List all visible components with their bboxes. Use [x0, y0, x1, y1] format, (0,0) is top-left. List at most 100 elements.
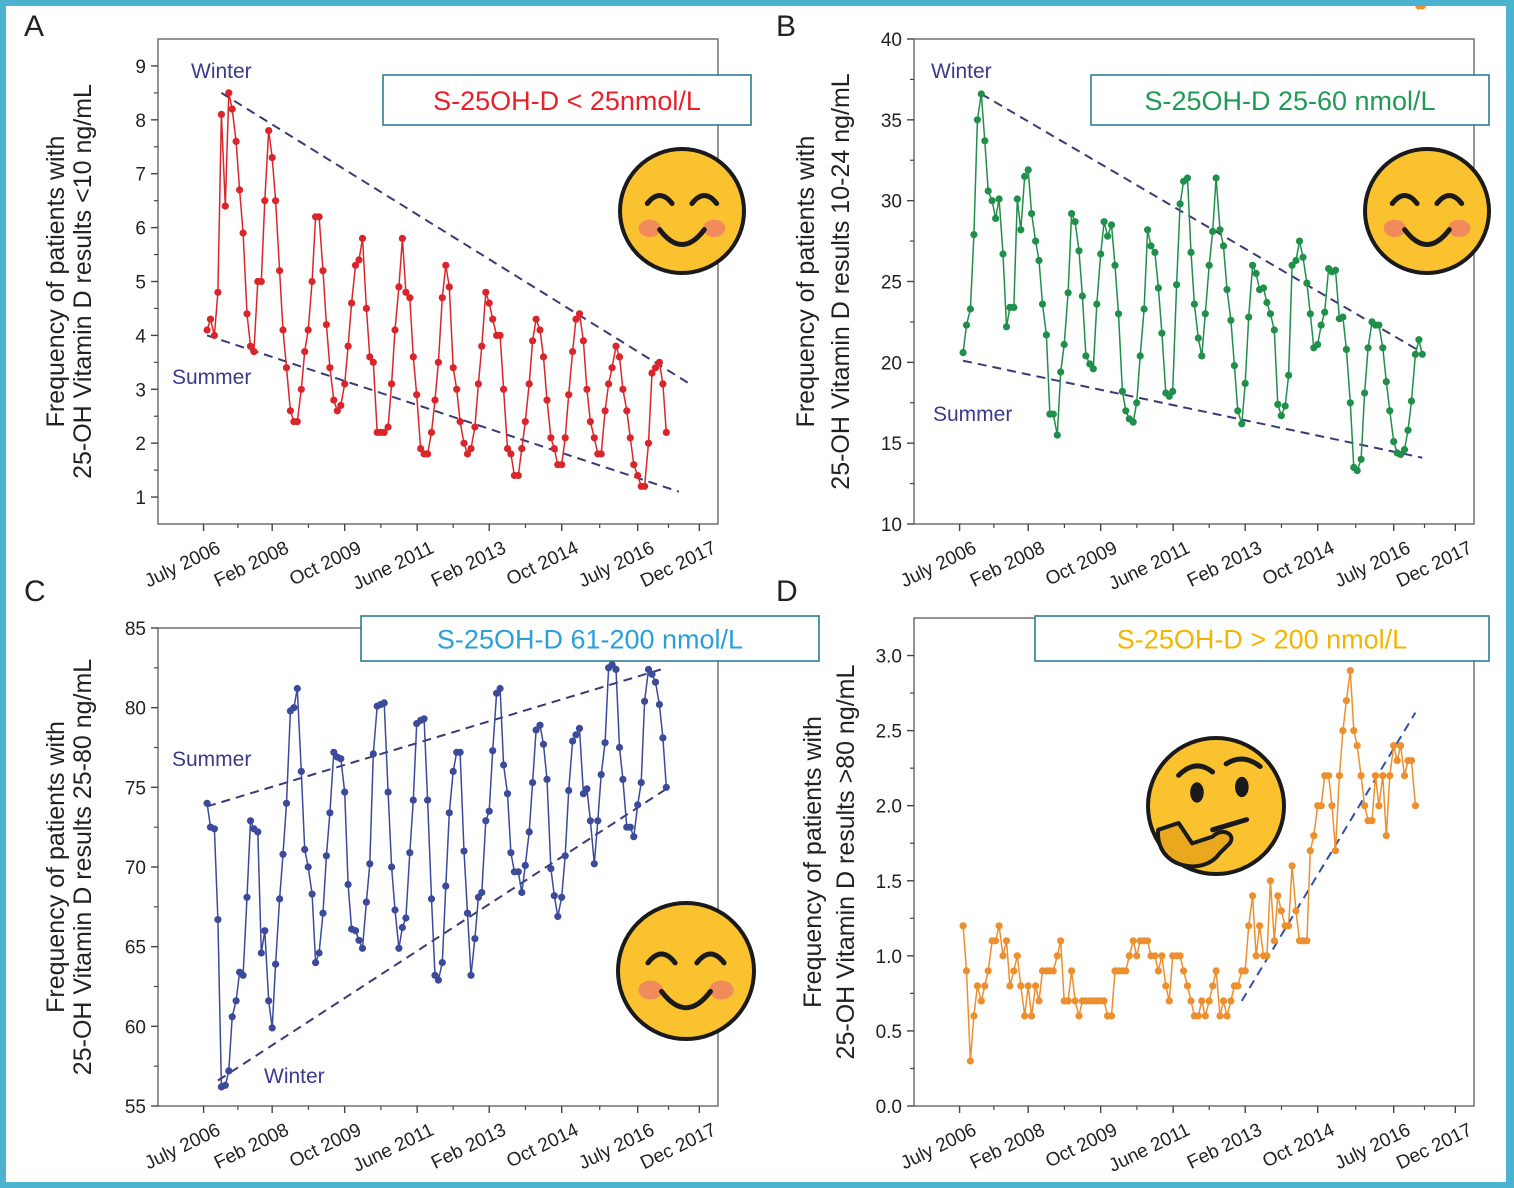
- data-point: [442, 882, 450, 890]
- data-point: [525, 380, 533, 388]
- data-point: [471, 935, 479, 943]
- data-point: [569, 737, 577, 745]
- panel-letter: A: [24, 10, 44, 43]
- data-point: [261, 197, 269, 205]
- cheek-right: [703, 219, 726, 238]
- series-line: [206, 663, 668, 1089]
- data-point: [1071, 997, 1079, 1005]
- data-point: [250, 348, 258, 356]
- data-point: [1173, 281, 1181, 289]
- data-point: [1234, 982, 1242, 990]
- x-tick-label: July 2006: [897, 1120, 979, 1175]
- data-point: [1162, 982, 1170, 990]
- data-point: [1234, 407, 1242, 415]
- data-point: [1100, 218, 1108, 226]
- data-point: [1147, 242, 1155, 250]
- data-point: [1154, 284, 1162, 292]
- data-point: [1075, 247, 1083, 255]
- face-outline: [616, 901, 756, 1041]
- data-point: [1277, 907, 1285, 915]
- data-point: [518, 445, 526, 453]
- data-point: [1013, 952, 1021, 960]
- data-point: [351, 261, 360, 269]
- data-point: [532, 315, 540, 323]
- data-point: [1321, 308, 1329, 316]
- data-point: [569, 348, 577, 356]
- data-point: [463, 909, 472, 917]
- y-tick-label: 8: [135, 111, 146, 132]
- data-point: [1049, 967, 1057, 975]
- data-point: [590, 860, 598, 868]
- data-point: [1400, 446, 1409, 454]
- annotation-top: Winter: [931, 60, 992, 83]
- y-tick-label: 0.0: [876, 1097, 902, 1118]
- data-point: [1295, 237, 1304, 245]
- data-point: [1198, 352, 1206, 360]
- data-point: [1325, 772, 1333, 780]
- data-point: [1346, 667, 1354, 675]
- x-tick-label: July 2006: [141, 1120, 223, 1175]
- data-point: [1241, 967, 1249, 975]
- data-point: [1158, 952, 1166, 960]
- data-point: [1013, 195, 1021, 203]
- data-point: [1223, 286, 1231, 294]
- data-point: [626, 434, 634, 442]
- data-point: [366, 353, 374, 361]
- y-tick-label: 80: [125, 699, 146, 720]
- y-tick-label: 30: [881, 192, 902, 213]
- data-point: [1165, 997, 1173, 1005]
- y-axis-label-line1: Frequency of patients with: [792, 136, 820, 428]
- data-point: [420, 715, 428, 723]
- data-point: [210, 331, 218, 339]
- cheek-right: [1448, 219, 1471, 238]
- data-point: [1418, 350, 1426, 358]
- data-point: [232, 997, 240, 1005]
- data-point: [1353, 742, 1361, 750]
- data-point: [1277, 412, 1285, 420]
- trendline: [220, 92, 691, 385]
- data-point: [1111, 261, 1119, 269]
- data-point: [973, 116, 982, 124]
- y-tick-label: 85: [125, 619, 146, 640]
- data-point: [1281, 402, 1289, 410]
- data-point: [337, 401, 345, 409]
- data-point: [977, 90, 985, 98]
- data-point: [1125, 952, 1133, 960]
- data-point: [1292, 256, 1300, 265]
- data-point: [966, 305, 975, 313]
- data-point: [322, 321, 330, 329]
- data-point: [619, 775, 627, 784]
- y-tick-label: 2.0: [876, 797, 902, 818]
- data-point: [1021, 1012, 1029, 1020]
- data-point: [1415, 336, 1423, 344]
- x-tick-label: June 2011: [1106, 538, 1194, 595]
- data-point: [1274, 400, 1282, 408]
- x-tick-label: Oct 2014: [1259, 1119, 1338, 1172]
- data-point: [290, 704, 298, 712]
- trendline: [206, 666, 667, 808]
- data-point: [977, 997, 985, 1005]
- annotation-top: Summer: [172, 748, 251, 771]
- data-point: [424, 796, 432, 804]
- x-tick-label: Feb 2008: [211, 1120, 292, 1174]
- data-point: [1133, 399, 1141, 407]
- data-point: [973, 982, 982, 990]
- data-point: [337, 755, 345, 763]
- data-point: [970, 1012, 978, 1020]
- data-point: [1216, 1012, 1224, 1020]
- data-point: [518, 888, 526, 897]
- y-tick-label: 5: [135, 273, 146, 294]
- data-point: [225, 1067, 233, 1075]
- x-tick-label: July 2006: [141, 538, 223, 593]
- data-point: [391, 326, 399, 334]
- data-point: [1303, 279, 1311, 287]
- data-point: [214, 288, 222, 296]
- data-point: [1299, 253, 1307, 261]
- data-point: [1382, 832, 1390, 840]
- data-point: [478, 342, 486, 350]
- cheek-right: [709, 980, 734, 1000]
- data-point: [438, 294, 446, 302]
- x-tick-label: Feb 2008: [211, 538, 292, 592]
- data-point: [999, 250, 1007, 258]
